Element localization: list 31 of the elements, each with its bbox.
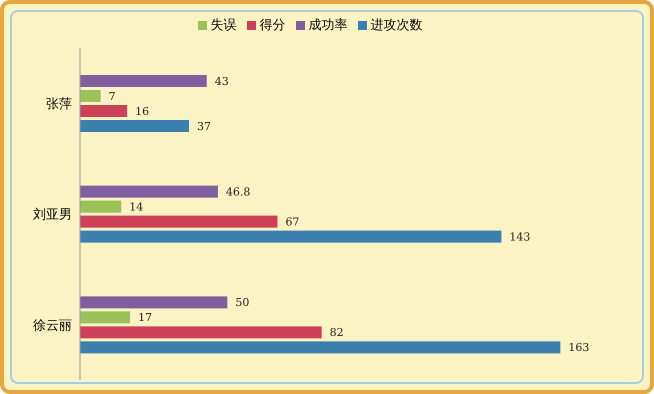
legend-label: 得分	[260, 18, 286, 33]
bar	[80, 90, 101, 102]
bar	[80, 216, 278, 228]
bar	[80, 105, 128, 117]
data-label: 163	[568, 341, 590, 354]
bar	[80, 326, 322, 338]
legend-label: 进攻次数	[370, 18, 422, 33]
data-label: 43	[214, 74, 229, 88]
data-label: 50	[235, 296, 250, 310]
y-tick-label: 刘亚男	[33, 208, 72, 223]
legend-label: 成功率	[308, 18, 348, 33]
data-label: 17	[138, 311, 152, 324]
data-label: 37	[197, 120, 212, 133]
bar	[80, 296, 228, 308]
y-tick-label: 徐云丽	[33, 318, 72, 334]
bar	[80, 75, 207, 87]
bar	[80, 311, 130, 324]
bar	[80, 200, 122, 213]
data-label: 14	[129, 200, 144, 214]
y-tick-label: 张萍	[46, 96, 72, 112]
bar	[80, 341, 560, 354]
data-label: 143	[509, 230, 530, 244]
data-label: 16	[135, 104, 150, 118]
legend-label: 失误	[210, 18, 236, 33]
bar	[80, 230, 502, 243]
data-label: 46.8	[226, 186, 250, 199]
bar	[80, 120, 190, 132]
data-label: 82	[330, 326, 344, 340]
bar	[80, 186, 218, 198]
data-label: 67	[285, 216, 300, 229]
data-label: 7	[108, 90, 116, 103]
